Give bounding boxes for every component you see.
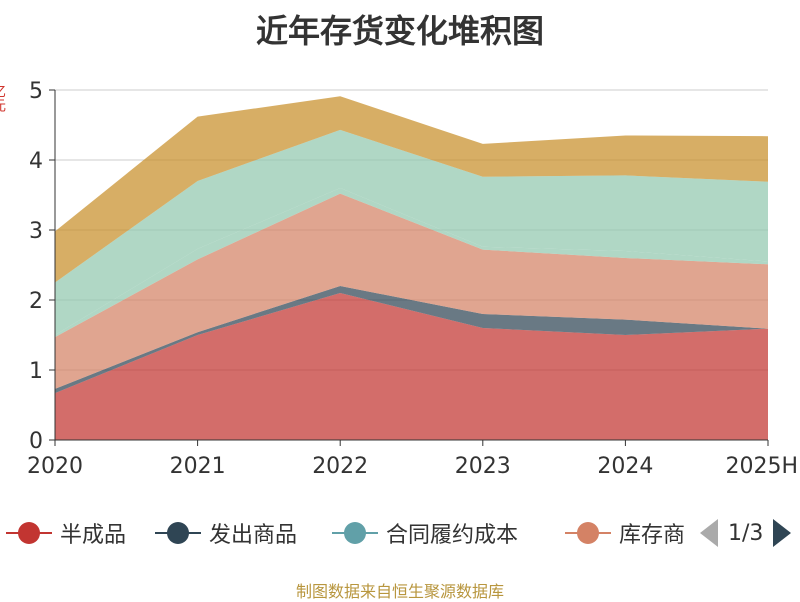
x-tick-label: 2022 [312, 454, 368, 479]
legend-label: 半成品 [60, 523, 127, 548]
next-page-icon[interactable] [773, 519, 792, 547]
x-tick-label: 2024 [597, 454, 653, 479]
series-area-1 [55, 286, 768, 394]
y-axis-label-fragment: 亿元 [0, 84, 6, 112]
y-tick-label: 4 [29, 149, 43, 174]
legend-dot [344, 522, 366, 544]
legend-item-3[interactable]: 库存商品 [565, 515, 685, 551]
legend-item-2[interactable]: 合同履约成本 [332, 515, 518, 551]
y-tick-label: 2 [29, 289, 43, 314]
legend-pager: 1/3 [700, 515, 792, 551]
legend-label: 发出商品 [209, 523, 298, 548]
y-tick-label: 3 [29, 219, 43, 244]
series-area-6 [55, 96, 768, 283]
series-area-0 [55, 293, 768, 440]
y-tick-label: 1 [29, 359, 43, 384]
legend-item-1[interactable]: 发出商品 [155, 515, 297, 551]
chart-title: 近年存货变化堆积图 [255, 12, 544, 50]
source-note: 制图数据来自恒生聚源数据库 [295, 582, 504, 601]
y-tick-label: 5 [29, 79, 43, 104]
y-tick-label: 0 [29, 429, 43, 454]
legend-marker [332, 515, 378, 551]
x-tick-label: 2023 [455, 454, 511, 479]
legend-clip: 库存商品 [565, 515, 685, 551]
prev-page-icon[interactable] [700, 519, 718, 547]
page-indicator: 1/3 [728, 520, 764, 546]
legend-marker [565, 515, 611, 551]
legend: 半成品 发出商品 合同履约成本 库存商品 [0, 515, 800, 555]
axis-layer: 0 1 2 3 4 5 2020 2021 2022 2023 2024 2025H [27, 79, 798, 479]
legend-dot [18, 522, 40, 544]
x-tick-label: 2021 [170, 454, 226, 479]
legend-marker [6, 515, 52, 551]
x-tick-label: 2020 [27, 454, 83, 479]
series-area-5 [55, 129, 768, 335]
legend-dot [167, 522, 189, 544]
legend-label: 库存商品 [619, 523, 685, 548]
legend-marker [155, 515, 201, 551]
legend-item-0[interactable]: 半成品 [6, 515, 126, 551]
legend-dot [577, 522, 599, 544]
area-layer [55, 96, 768, 440]
series-area-3 [55, 193, 768, 389]
x-tick-label: 2025H [725, 454, 798, 479]
legend-label: 合同履约成本 [386, 523, 519, 548]
series-area-4 [55, 188, 768, 338]
